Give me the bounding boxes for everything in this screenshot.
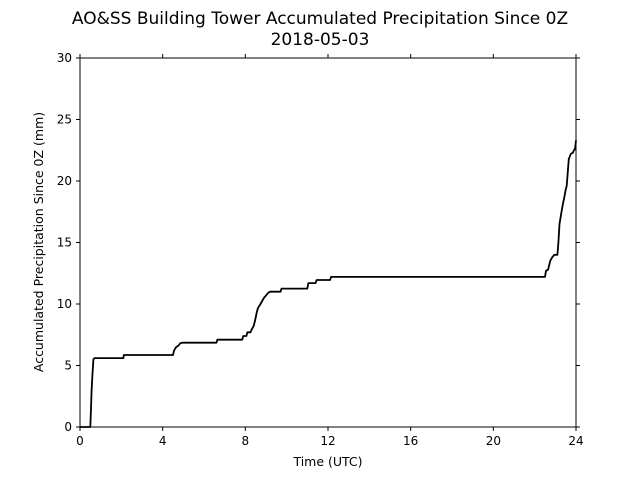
y-tick-label: 0 (64, 420, 72, 434)
precipitation-line (80, 140, 577, 428)
y-tick-label: 15 (57, 236, 72, 250)
x-axis-label: Time (UTC) (292, 454, 362, 469)
x-tick-label: 8 (242, 434, 250, 448)
chart-title: AO&SS Building Tower Accumulated Precipi… (72, 9, 568, 29)
y-tick-label: 5 (64, 359, 72, 373)
x-tick-label: 12 (320, 434, 335, 448)
y-tick-label: 25 (57, 113, 72, 127)
x-tick-label: 24 (568, 434, 583, 448)
x-tick-label: 4 (159, 434, 167, 448)
plot-frame (79, 57, 577, 428)
y-tick-label: 30 (57, 51, 72, 65)
chart-subtitle: 2018-05-03 (271, 30, 370, 50)
x-tick-label: 16 (403, 434, 418, 448)
y-tick-label: 10 (57, 297, 72, 311)
x-tick-label: 20 (486, 434, 501, 448)
y-axis-label: Accumulated Precipitation Since 0Z (mm) (31, 112, 46, 372)
y-tick-label: 20 (57, 174, 72, 188)
x-tick-label: 0 (76, 434, 84, 448)
plot-axes: 0 4 8 12 16 20 24 0 5 10 15 20 25 30 (57, 51, 584, 448)
